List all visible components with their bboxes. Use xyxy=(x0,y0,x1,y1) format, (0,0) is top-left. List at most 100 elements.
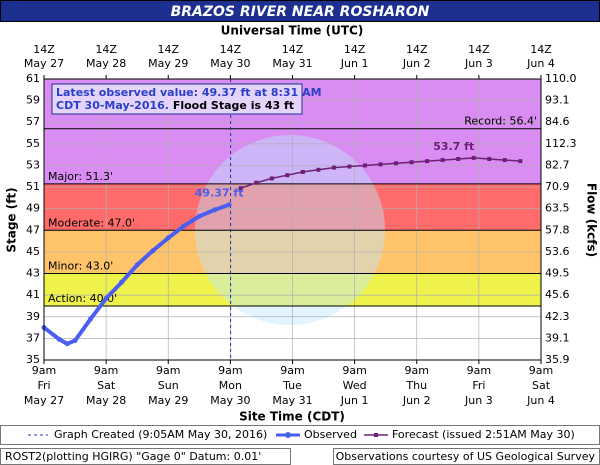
forecast-point xyxy=(331,165,336,170)
observed-point xyxy=(72,338,78,344)
forecast-point xyxy=(471,155,476,160)
flood-label: Action: 40.0' xyxy=(48,292,117,305)
x-tick-label-line: May 27 xyxy=(24,394,64,407)
forecast-point xyxy=(316,167,321,172)
x-tick-label: 9am Mon May 30 xyxy=(210,364,250,407)
x-tick-label-line: 9am xyxy=(405,364,429,377)
y2-tick-label: 35.9 xyxy=(545,353,570,366)
info-line2-b: Flood Stage is 43 ft xyxy=(173,99,294,112)
y2-tick-label: 110.0 xyxy=(545,72,577,85)
x-tick-label-line: Jun 1 xyxy=(340,394,369,407)
x2-tick-label-line: May 27 xyxy=(24,57,64,70)
x2-tick-label-line: Jun 1 xyxy=(340,57,369,70)
y-tick-label: 55 xyxy=(26,137,40,150)
y-tick-label: 59 xyxy=(26,94,40,107)
forecast-point xyxy=(394,161,399,166)
x-axis-label: Site Time (CDT) xyxy=(239,410,345,424)
y2-axis-label: Flow (kcfs) xyxy=(585,183,599,257)
x-tick-label-line: Sat xyxy=(97,379,116,392)
info-line2-a: CDT 30-May-2016. xyxy=(56,99,169,112)
forecast-point xyxy=(456,156,461,161)
x2-tick-label-line: Jun 3 xyxy=(464,57,493,70)
x2-tick-label-line: 14Z xyxy=(33,43,55,56)
footer-right: Observations courtesy of US Geological S… xyxy=(336,450,596,463)
x-tick-label-line: Thu xyxy=(405,379,427,392)
record-label: Record: 56.4' xyxy=(464,115,537,128)
x2-tick-label: 14Z Jun 2 xyxy=(402,43,431,70)
x2-tick-label-line: May 29 xyxy=(148,57,188,70)
observed-point xyxy=(226,202,232,208)
y-tick-label: 35 xyxy=(26,353,40,366)
x-tick-label: 9am Fri May 27 xyxy=(24,364,64,407)
y-tick-label: 57 xyxy=(26,115,40,128)
x-tick-label: 9am Fri Jun 3 xyxy=(464,364,493,407)
legend-label: Observed xyxy=(304,428,357,441)
legend-label: Forecast (issued 2:51AM May 30) xyxy=(392,428,575,441)
x2-tick-label-line: 14Z xyxy=(468,43,490,56)
info-line1: Latest observed value: 49.37 ft at 8:31 … xyxy=(56,86,322,99)
x-tick-label-line: 9am xyxy=(280,364,304,377)
chart-title: BRAZOS RIVER NEAR ROSHARON xyxy=(171,4,430,20)
forecast-point xyxy=(254,180,259,185)
x2-tick-label-line: Jun 4 xyxy=(526,57,555,70)
x2-tick-label-line: May 31 xyxy=(272,57,312,70)
flood-label: Major: 51.3' xyxy=(48,170,113,183)
x-tick-label-line: May 29 xyxy=(148,394,188,407)
forecast-point xyxy=(440,158,445,163)
x-tick-label-line: Mon xyxy=(219,379,242,392)
info-box xyxy=(51,83,303,115)
x2-tick-label-line: May 30 xyxy=(210,57,250,70)
observed-point xyxy=(88,316,94,322)
y2-tick-label: 82.7 xyxy=(545,158,570,171)
x-tick-label-line: 9am xyxy=(342,364,366,377)
observed-point xyxy=(103,295,109,301)
y2-tick-label: 57.8 xyxy=(545,223,570,236)
y-axis-label: Stage (ft) xyxy=(5,187,19,252)
x-tick-label: 9am Sun May 29 xyxy=(148,364,188,407)
x-tick-label-line: 9am xyxy=(529,364,553,377)
x-tick-label-line: Tue xyxy=(282,379,302,392)
forecast-point xyxy=(362,163,367,168)
x-tick-label: 9am Wed Jun 1 xyxy=(340,364,369,407)
x-tick-label: 9am Thu Jun 2 xyxy=(402,364,431,407)
x2-tick-label: 14Z May 28 xyxy=(86,43,126,70)
y2-tick-label: 45.6 xyxy=(545,288,570,301)
x2-tick-label: 14Z Jun 3 xyxy=(464,43,493,70)
x-tick-label-line: Jun 2 xyxy=(402,394,431,407)
legend-label: Graph Created (9:05AM May 30, 2016) xyxy=(54,428,267,441)
y2-tick-label: 70.9 xyxy=(545,180,570,193)
legend-swatch xyxy=(285,432,291,438)
x2-tick-label: 14Z May 31 xyxy=(272,43,312,70)
x2-tick-label-line: 14Z xyxy=(220,43,242,56)
y2-tick-label: 84.6 xyxy=(545,115,570,128)
x-tick-label-line: May 31 xyxy=(272,394,312,407)
observed-point xyxy=(119,279,125,285)
data-label: 49.37 ft xyxy=(195,187,244,200)
x2-tick-label-line: 14Z xyxy=(406,43,428,56)
y-tick-label: 41 xyxy=(26,288,40,301)
x2-tick-label: 14Z Jun 1 xyxy=(340,43,369,70)
x-tick-label-line: May 30 xyxy=(210,394,250,407)
flood-label: Moderate: 47.0' xyxy=(48,216,135,229)
y2-tick-label: 39.1 xyxy=(545,331,570,344)
x-tick-label-line: Sat xyxy=(532,379,551,392)
y-tick-label: 47 xyxy=(26,223,40,236)
y2-tick-label: 63.5 xyxy=(545,202,570,215)
observed-point xyxy=(150,248,156,254)
y-tick-label: 61 xyxy=(26,72,40,85)
x2-tick-label-line: May 28 xyxy=(86,57,126,70)
x-tick-label-line: Fri xyxy=(37,379,50,392)
observed-point xyxy=(212,207,218,213)
forecast-point xyxy=(269,176,274,181)
x2-tick-label-line: 14Z xyxy=(344,43,366,56)
x-tick-label: 9am Sat Jun 4 xyxy=(526,364,555,407)
x-tick-label-line: 9am xyxy=(32,364,56,377)
x-tick-label-line: 9am xyxy=(94,364,118,377)
x2-tick-label-line: 14Z xyxy=(95,43,117,56)
x2-tick-label-line: Jun 2 xyxy=(402,57,431,70)
y2-tick-label: 49.5 xyxy=(545,267,570,280)
forecast-point xyxy=(518,159,523,164)
footer-left: ROST2(plotting HGIRG) "Gage 0" Datum: 0.… xyxy=(5,450,261,463)
x2-tick-label-line: 14Z xyxy=(530,43,552,56)
